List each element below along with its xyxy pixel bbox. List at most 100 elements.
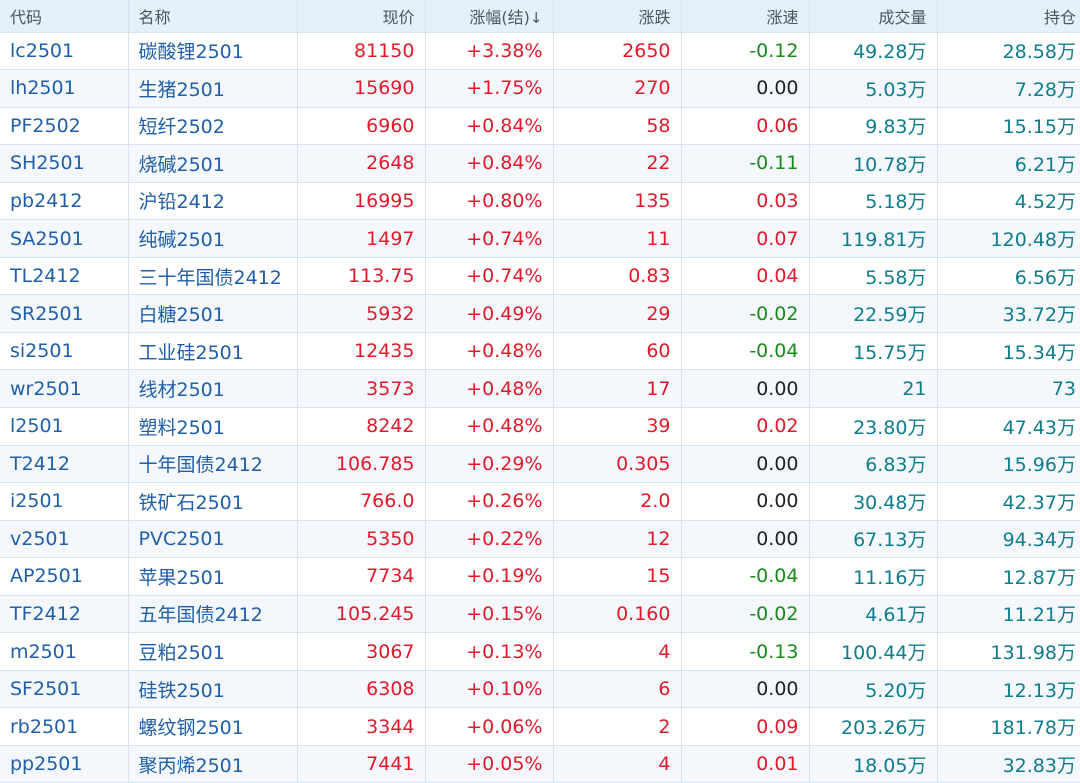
cell-change-percent: +0.15% [425,595,554,634]
cell-name: 塑料2501 [128,407,298,446]
cell-price: 766.0 [297,482,426,521]
table-row[interactable]: rb2501 螺纹钢2501 3344 +0.06% 2 0.09 203.26万 181.7… [0,707,1080,746]
cell-speed: -0.11 [681,144,810,183]
cell-change: 2650 [553,32,682,71]
table-row[interactable]: SA2501 纯碱2501 1497 +0.74% 11 0.07 119.81万 120.4… [0,219,1080,258]
cell-volume: 100.44万 [809,632,938,671]
cell-speed: -0.13 [681,632,810,671]
cell-speed: 0.00 [681,482,810,521]
table-row[interactable]: wr2501 线材2501 3573 +0.48% 17 0.00 21 73 [0,369,1080,408]
table-header-row: 代码 名称 现价 涨幅(结)↓ 涨跌 涨速 成交量 持仓 [0,0,1080,33]
cell-speed: 0.00 [681,369,810,408]
table-row[interactable]: SF2501 硅铁2501 6308 +0.10% 6 0.00 5.20万 12.13万 [0,670,1080,709]
cell-open-interest: 6.21万 [937,144,1080,183]
cell-speed: -0.04 [681,557,810,596]
cell-change: 0.83 [553,257,682,296]
cell-change-percent: +0.48% [425,332,554,371]
cell-name: 纯碱2501 [128,219,298,258]
cell-volume: 21 [809,369,938,408]
cell-price: 113.75 [297,257,426,296]
cell-open-interest: 131.98万 [937,632,1080,671]
cell-name: 短纤2502 [128,107,298,146]
cell-speed: 0.02 [681,407,810,446]
cell-change: 270 [553,69,682,108]
column-header-volume[interactable]: 成交量 [809,0,938,33]
cell-price: 106.785 [297,445,426,484]
cell-change-percent: +0.19% [425,557,554,596]
cell-code: m2501 [0,632,129,671]
cell-speed: 0.03 [681,182,810,221]
table-row[interactable]: SH2501 烧碱2501 2648 +0.84% 22 -0.11 10.78万 6.21万 [0,144,1080,183]
cell-code: PF2502 [0,107,129,146]
cell-speed: 0.06 [681,107,810,146]
cell-volume: 9.83万 [809,107,938,146]
table-row[interactable]: T2412 十年国债2412 106.785 +0.29% 0.305 0.00 6.83万… [0,445,1080,484]
cell-change: 58 [553,107,682,146]
cell-change: 4 [553,745,682,783]
table-body: lc2501 碳酸锂2501 81150 +3.38% 2650 -0.12 49.28万 2… [0,32,1080,783]
cell-volume: 15.75万 [809,332,938,371]
cell-code: SF2501 [0,670,129,709]
cell-name: 工业硅2501 [128,332,298,371]
cell-speed: 0.04 [681,257,810,296]
table-row[interactable]: AP2501 苹果2501 7734 +0.19% 15 -0.04 11.16万 12.87… [0,557,1080,596]
cell-volume: 18.05万 [809,745,938,783]
table-row[interactable]: TL2412 三十年国债2412 113.75 +0.74% 0.83 0.04 5.58万… [0,257,1080,296]
cell-code: pp2501 [0,745,129,783]
cell-change-percent: +0.22% [425,520,554,559]
cell-change-percent: +3.38% [425,32,554,71]
table-row[interactable]: pp2501 聚丙烯2501 7441 +0.05% 4 0.01 18.05万 32.83万 [0,745,1080,783]
column-header-name[interactable]: 名称 [128,0,298,33]
cell-change: 29 [553,294,682,333]
cell-change: 11 [553,219,682,258]
cell-volume: 6.83万 [809,445,938,484]
column-header-price[interactable]: 现价 [297,0,426,33]
cell-name: 烧碱2501 [128,144,298,183]
cell-change: 4 [553,632,682,671]
table-row[interactable]: l2501 塑料2501 8242 +0.48% 39 0.02 23.80万 47.43万 [0,407,1080,446]
cell-change-percent: +0.29% [425,445,554,484]
cell-change: 0.305 [553,445,682,484]
cell-change: 2 [553,707,682,746]
cell-volume: 4.61万 [809,595,938,634]
table-row[interactable]: i2501 铁矿石2501 766.0 +0.26% 2.0 0.00 30.48万 42.3… [0,482,1080,521]
cell-name: 十年国债2412 [128,445,298,484]
cell-volume: 49.28万 [809,32,938,71]
cell-volume: 203.26万 [809,707,938,746]
cell-price: 7441 [297,745,426,783]
column-header-pct[interactable]: 涨幅(结)↓ [425,0,554,33]
table-row[interactable]: si2501 工业硅2501 12435 +0.48% 60 -0.04 15.75万 15.… [0,332,1080,371]
cell-price: 16995 [297,182,426,221]
cell-code: TF2412 [0,595,129,634]
cell-change: 17 [553,369,682,408]
cell-change-percent: +0.84% [425,107,554,146]
column-header-speed[interactable]: 涨速 [681,0,810,33]
table-row[interactable]: lh2501 生猪2501 15690 +1.75% 270 0.00 5.03万 7.28万 [0,69,1080,108]
cell-change-percent: +0.48% [425,407,554,446]
cell-speed: 0.00 [681,520,810,559]
cell-price: 5932 [297,294,426,333]
cell-speed: -0.04 [681,332,810,371]
table-row[interactable]: pb2412 沪铅2412 16995 +0.80% 135 0.03 5.18万 4.52万 [0,182,1080,221]
table-row[interactable]: PF2502 短纤2502 6960 +0.84% 58 0.06 9.83万 15.15万 [0,107,1080,146]
column-header-open-interest[interactable]: 持仓 [937,0,1080,33]
column-header-code[interactable]: 代码 [0,0,129,33]
cell-change: 6 [553,670,682,709]
cell-speed: -0.02 [681,294,810,333]
cell-code: TL2412 [0,257,129,296]
table-row[interactable]: lc2501 碳酸锂2501 81150 +3.38% 2650 -0.12 49.28万 2… [0,32,1080,71]
table-row[interactable]: v2501 PVC2501 5350 +0.22% 12 0.00 67.13万 94.34万 [0,520,1080,559]
cell-price: 81150 [297,32,426,71]
table-row[interactable]: SR2501 白糖2501 5932 +0.49% 29 -0.02 22.59万 33.72… [0,294,1080,333]
table-row[interactable]: TF2412 五年国债2412 105.245 +0.15% 0.160 -0.02 4.6… [0,595,1080,634]
cell-name: 苹果2501 [128,557,298,596]
cell-code: si2501 [0,332,129,371]
cell-change: 12 [553,520,682,559]
cell-open-interest: 33.72万 [937,294,1080,333]
cell-speed: -0.12 [681,32,810,71]
table-row[interactable]: m2501 豆粕2501 3067 +0.13% 4 -0.13 100.44万 131.98… [0,632,1080,671]
cell-name: 线材2501 [128,369,298,408]
cell-change-percent: +0.74% [425,257,554,296]
column-header-change[interactable]: 涨跌 [553,0,682,33]
